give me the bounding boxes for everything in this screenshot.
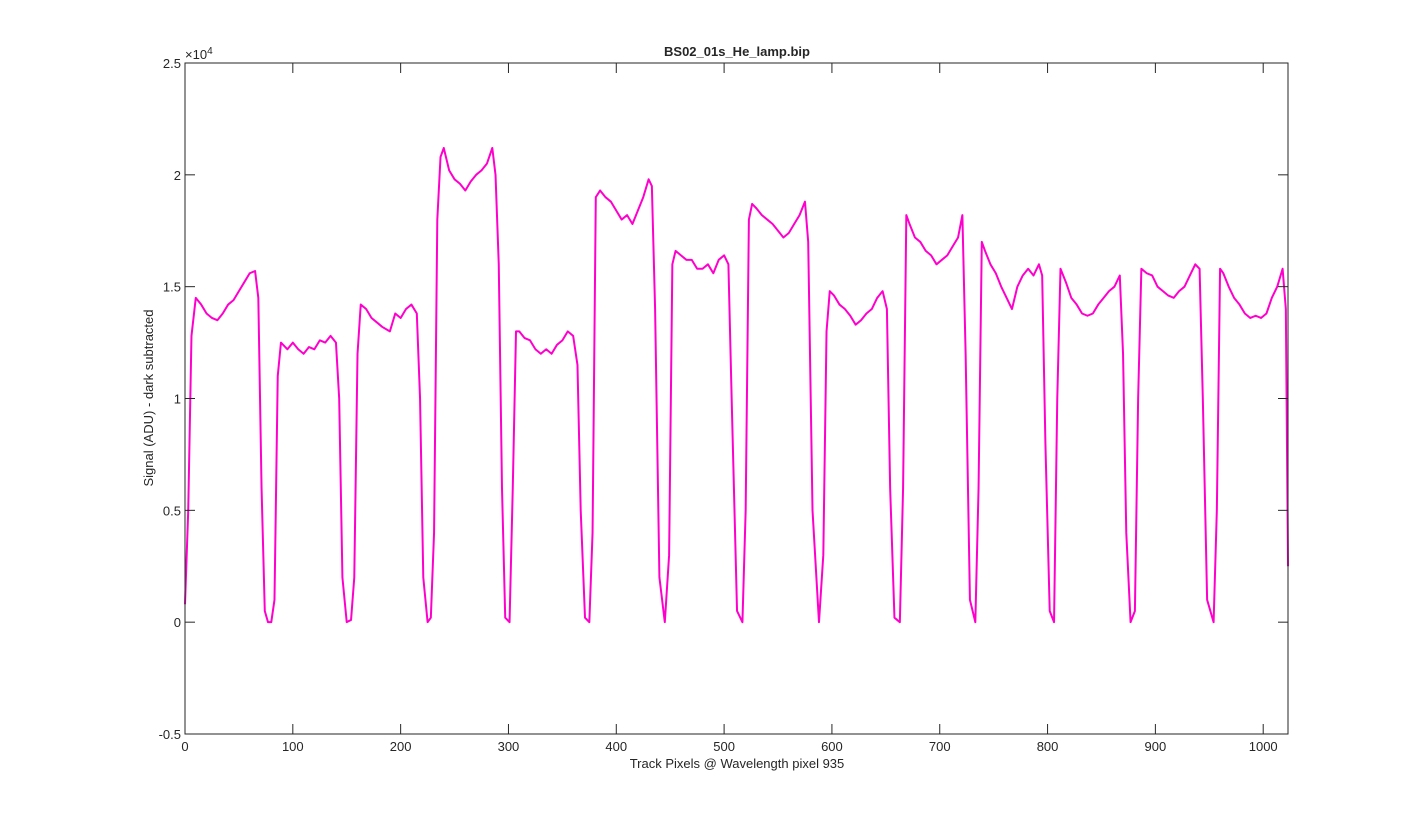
data-line — [184, 146, 1289, 624]
y-tick-label: 0 — [174, 615, 181, 630]
y-exponent-base: ×10 — [185, 47, 207, 62]
x-tick-label: 400 — [605, 739, 627, 754]
y-exponent: ×104 — [185, 46, 213, 62]
y-tick-label: 2 — [174, 168, 181, 183]
chart-title: BS02_01s_He_lamp.bip — [664, 44, 810, 59]
y-axis-label: Signal (ADU) - dark subtracted — [141, 309, 156, 486]
y-tick-label: 0.5 — [163, 503, 181, 518]
x-tick-label: 500 — [713, 739, 735, 754]
x-tick-label: 300 — [498, 739, 520, 754]
y-tick-label: -0.5 — [159, 727, 181, 742]
plot-area — [184, 146, 1289, 624]
x-tick-label: 1000 — [1249, 739, 1278, 754]
y-tick-label: 1 — [174, 392, 181, 407]
y-tick-label: 2.5 — [163, 56, 181, 71]
x-axis-label: Track Pixels @ Wavelength pixel 935 — [630, 756, 845, 771]
x-tick-label: 200 — [390, 739, 412, 754]
x-tick-label: 0 — [181, 739, 188, 754]
x-tick-label: 100 — [282, 739, 304, 754]
x-tick-label: 800 — [1037, 739, 1059, 754]
x-tick-label: 700 — [929, 739, 951, 754]
y-tick-label: 1.5 — [163, 280, 181, 295]
x-tick-label: 600 — [821, 739, 843, 754]
y-exponent-power: 4 — [207, 46, 213, 57]
x-tick-label: 900 — [1145, 739, 1167, 754]
